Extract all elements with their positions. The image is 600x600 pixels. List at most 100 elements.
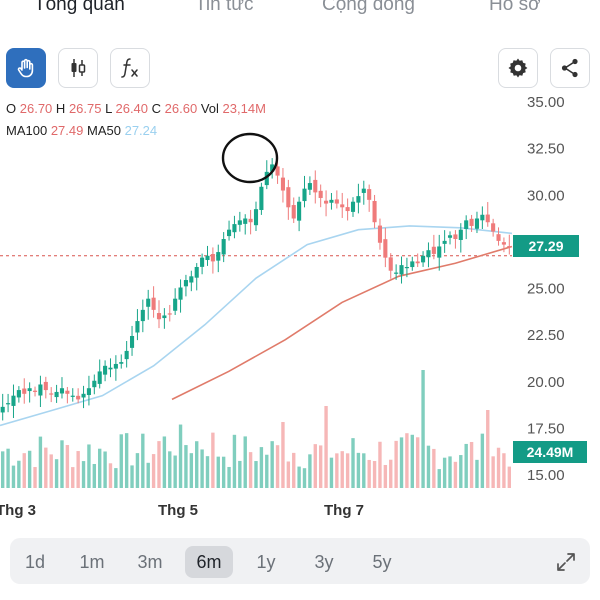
candle-body (92, 380, 97, 388)
range-5y-button[interactable]: 5y (372, 551, 392, 572)
volume-bar (265, 454, 269, 488)
low-label: L (105, 101, 112, 116)
volume-bar (421, 370, 425, 488)
volume-bar (345, 453, 350, 488)
x-tick-label: Thg 3 (0, 502, 36, 519)
candle-body (108, 367, 113, 370)
candle-body (59, 388, 65, 394)
ma50-line (0, 225, 513, 427)
high-label: H (55, 101, 66, 116)
candle-body (286, 187, 291, 208)
hand-icon (17, 58, 34, 78)
candle-body (97, 371, 102, 384)
candle-body (189, 276, 194, 283)
candle-body (11, 395, 16, 406)
range-3y-button[interactable]: 3y (314, 551, 334, 572)
volume-bar (292, 452, 296, 488)
fullscreen-button[interactable] (548, 546, 584, 578)
volume-bar (38, 436, 43, 488)
open-label: O (6, 101, 17, 116)
volume-bar (27, 450, 32, 488)
volume-bar (60, 440, 64, 488)
candle-body (350, 201, 356, 212)
candle-body (221, 239, 226, 255)
candle-body (474, 218, 480, 229)
candle-body (313, 179, 318, 193)
candle-body (356, 196, 361, 203)
volume-bar (405, 433, 409, 488)
candle-body (264, 171, 269, 186)
volume-bar (49, 454, 53, 488)
volume-bar (318, 445, 323, 488)
range-1m-button[interactable]: 1m (79, 551, 105, 572)
tab-profile[interactable]: Hồ sơ (489, 0, 541, 15)
volume-bar (464, 443, 468, 488)
volume-bar (502, 453, 506, 488)
volume-bar (297, 466, 301, 488)
volume-bar (33, 467, 37, 488)
candlestick-tool-button[interactable] (58, 48, 98, 88)
volume-bar (238, 460, 242, 488)
candle-body (216, 252, 221, 261)
candle-body (340, 204, 345, 208)
candle-body (54, 391, 59, 398)
range-3m-button[interactable]: 3m (137, 551, 163, 572)
volume-bar (389, 459, 393, 488)
volume-bar (437, 469, 441, 488)
candle-body (76, 395, 81, 400)
candle-body (151, 297, 156, 310)
expand-icon (557, 553, 575, 571)
volume-bar (426, 445, 431, 488)
candle-body (291, 205, 296, 219)
volume-bar (119, 434, 123, 488)
tab-news[interactable]: Tin tức (195, 0, 254, 15)
candle-body (404, 266, 409, 269)
candlestick-icon (71, 59, 86, 77)
volume-bar (205, 456, 210, 488)
volume-bar (270, 441, 274, 488)
candle-body (480, 214, 485, 221)
volume-bar (200, 449, 204, 488)
hand-tool-button[interactable] (6, 48, 46, 88)
settings-button[interactable] (498, 48, 538, 88)
candle-body (324, 200, 329, 204)
volume-bar (410, 434, 414, 488)
volume-bar (507, 466, 511, 488)
y-tick-label: 22.50 (527, 327, 565, 344)
candle-body (297, 201, 302, 221)
range-1y-button[interactable]: 1y (256, 551, 276, 572)
low-value: 26.40 (115, 101, 149, 116)
range-1d-button[interactable]: 1d (24, 551, 46, 572)
price-chart[interactable]: 35.0032.5030.0027.5025.0022.5020.0017.50… (0, 92, 600, 532)
candle-body (237, 220, 242, 225)
y-tick-label: 17.50 (527, 420, 565, 437)
candle-body (329, 199, 334, 203)
volume-bar (81, 461, 86, 488)
volume-bar (491, 456, 495, 488)
tab-community[interactable]: Cộng đồng (322, 0, 415, 15)
volume-bar (324, 406, 328, 488)
tab-overview[interactable]: Tổng quan (34, 0, 125, 15)
candle-body (469, 218, 474, 226)
candle-body (334, 199, 339, 204)
volume-bar (108, 463, 113, 488)
volume-bar (362, 453, 366, 488)
candle-body (124, 350, 129, 360)
share-button[interactable] (550, 48, 590, 88)
volume-bar (453, 461, 458, 488)
candle-body (415, 261, 420, 264)
volume-bar (259, 447, 264, 488)
volume-bar (351, 438, 355, 488)
candle-body (388, 257, 393, 271)
close-label: C (151, 101, 162, 116)
range-6m-button[interactable]: 6m (185, 546, 233, 578)
volume-bar (275, 445, 280, 488)
candle-body (485, 214, 490, 223)
volume-bar (189, 453, 194, 488)
ma50-value: 27.24 (124, 123, 158, 138)
candle-body (442, 240, 447, 244)
candle-body (318, 190, 323, 198)
candle-body (32, 390, 38, 392)
candle-body (16, 390, 21, 398)
indicator-tool-button[interactable] (110, 48, 150, 88)
